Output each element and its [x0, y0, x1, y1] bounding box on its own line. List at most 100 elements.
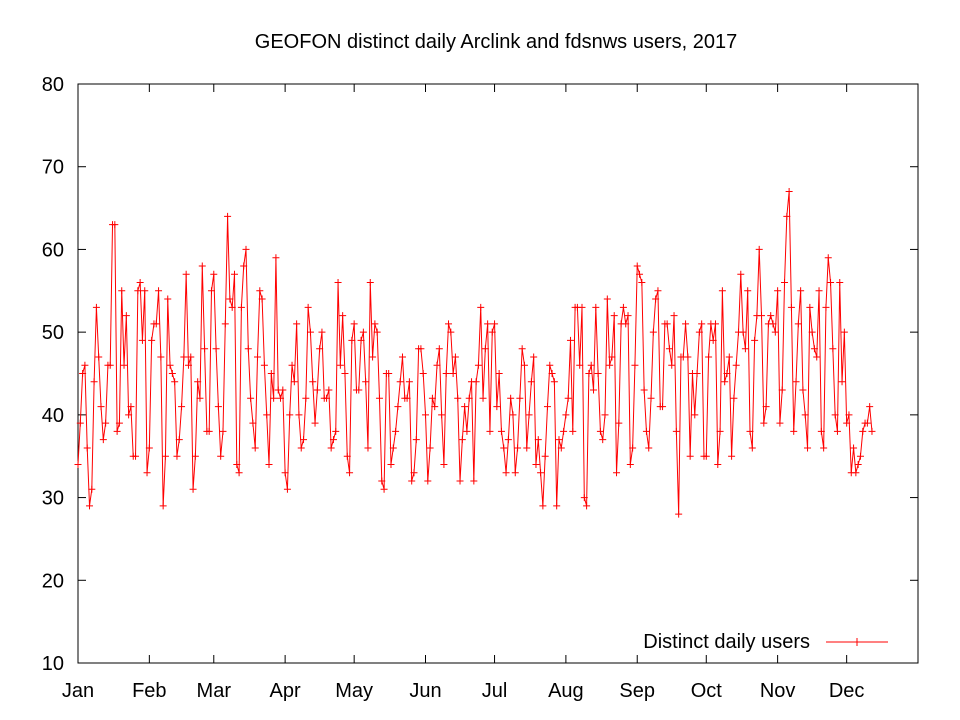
- data-point-marker: [461, 403, 469, 411]
- data-point-marker: [771, 328, 779, 336]
- data-point-marker: [205, 427, 213, 435]
- data-point-marker: [491, 320, 499, 328]
- x-tick-label: Oct: [691, 680, 723, 702]
- data-point-marker: [428, 394, 436, 402]
- x-tick-label: Dec: [829, 680, 865, 702]
- data-point-marker: [645, 444, 653, 452]
- data-point-marker: [654, 287, 662, 295]
- data-point-marker: [596, 427, 604, 435]
- plot-area-frame: [77, 83, 919, 664]
- data-point-marker: [166, 361, 174, 369]
- data-point-marker: [751, 336, 759, 344]
- data-point-marker: [562, 411, 570, 419]
- data-point-marker: [590, 386, 598, 394]
- legend-marker: [853, 638, 861, 646]
- data-point-marker: [362, 378, 370, 386]
- data-point-marker: [511, 469, 519, 477]
- data-point-marker: [323, 394, 331, 402]
- data-point-marker: [318, 328, 326, 336]
- data-point-marker: [387, 460, 395, 468]
- data-point-marker: [283, 485, 291, 493]
- data-point-marker: [90, 378, 98, 386]
- data-point-marker: [804, 444, 812, 452]
- data-point-marker: [343, 452, 351, 460]
- data-point-marker: [438, 411, 446, 419]
- data-point-marker: [576, 361, 584, 369]
- data-point-marker: [373, 328, 381, 336]
- data-point-marker: [311, 419, 319, 427]
- data-point-marker: [783, 212, 791, 220]
- data-point-marker: [106, 361, 114, 369]
- data-point-marker: [863, 419, 871, 427]
- y-tick-label: 70: [42, 157, 64, 179]
- data-point-marker: [198, 262, 206, 270]
- data-point-marker: [610, 312, 618, 320]
- data-point-marker: [684, 353, 692, 361]
- data-point-marker: [622, 320, 630, 328]
- data-point-marker: [806, 303, 814, 311]
- data-point-marker: [465, 394, 473, 402]
- data-point-marker: [520, 361, 528, 369]
- data-point-marker: [592, 303, 600, 311]
- data-point-marker: [447, 328, 455, 336]
- data-point-marker: [316, 345, 324, 353]
- data-point-marker: [449, 370, 457, 377]
- data-point-marker: [258, 295, 266, 303]
- data-point-marker: [327, 444, 335, 452]
- data-point-marker: [797, 287, 805, 295]
- data-point-marker: [366, 279, 374, 287]
- data-point-marker: [808, 328, 816, 336]
- data-point-marker: [297, 444, 305, 452]
- data-point-marker: [454, 394, 462, 402]
- data-point-marker: [134, 287, 142, 295]
- data-point-marker: [242, 245, 250, 253]
- data-point-marker: [293, 320, 301, 328]
- data-point-marker: [175, 436, 183, 444]
- data-point-marker: [263, 411, 271, 419]
- data-point-marker: [642, 427, 650, 435]
- data-point-marker: [212, 345, 220, 353]
- x-axis: Jan Feb Mar Apr May Jun Jul Aug Sep Oct Nov Dec: [62, 84, 865, 702]
- data-point-marker: [288, 361, 296, 369]
- data-point-marker: [840, 328, 848, 336]
- data-point-marker: [385, 370, 393, 377]
- data-point-marker: [557, 444, 565, 452]
- data-point-marker: [157, 353, 165, 361]
- data-point-marker: [364, 444, 372, 452]
- data-point-marker: [456, 477, 464, 485]
- data-point-marker: [537, 469, 545, 477]
- y-tick-label: 80: [42, 74, 64, 96]
- data-point-marker: [426, 444, 434, 452]
- data-point-marker: [543, 403, 551, 411]
- data-point-marker: [518, 345, 526, 353]
- data-point-marker: [741, 345, 749, 353]
- y-tick-label: 30: [42, 488, 64, 510]
- data-point-marker: [852, 469, 860, 477]
- data-point-marker: [357, 336, 365, 344]
- data-point-marker: [785, 188, 793, 196]
- data-point-marker: [182, 270, 190, 278]
- data-point-marker: [161, 452, 169, 460]
- data-point-marker: [325, 386, 333, 394]
- data-point-marker: [787, 303, 795, 311]
- data-point-marker: [217, 452, 225, 460]
- data-point-marker: [504, 436, 512, 444]
- data-point-marker: [569, 427, 577, 435]
- data-point-marker: [210, 270, 218, 278]
- data-point-marker: [601, 411, 609, 419]
- data-point-marker: [668, 361, 676, 369]
- data-point-marker: [479, 394, 487, 402]
- data-point-marker: [122, 312, 130, 320]
- data-point-marker: [665, 345, 673, 353]
- y-tick-label: 60: [42, 239, 64, 261]
- x-tick-label: Mar: [197, 680, 232, 702]
- data-point-marker: [550, 378, 558, 386]
- data-point-marker: [240, 262, 248, 270]
- data-point-marker: [850, 444, 858, 452]
- data-point-marker: [313, 386, 321, 394]
- data-point-marker: [83, 444, 91, 452]
- data-point-marker: [380, 485, 388, 493]
- data-point-marker: [196, 394, 204, 402]
- data-point-marker: [95, 353, 103, 361]
- data-point-marker: [698, 320, 706, 328]
